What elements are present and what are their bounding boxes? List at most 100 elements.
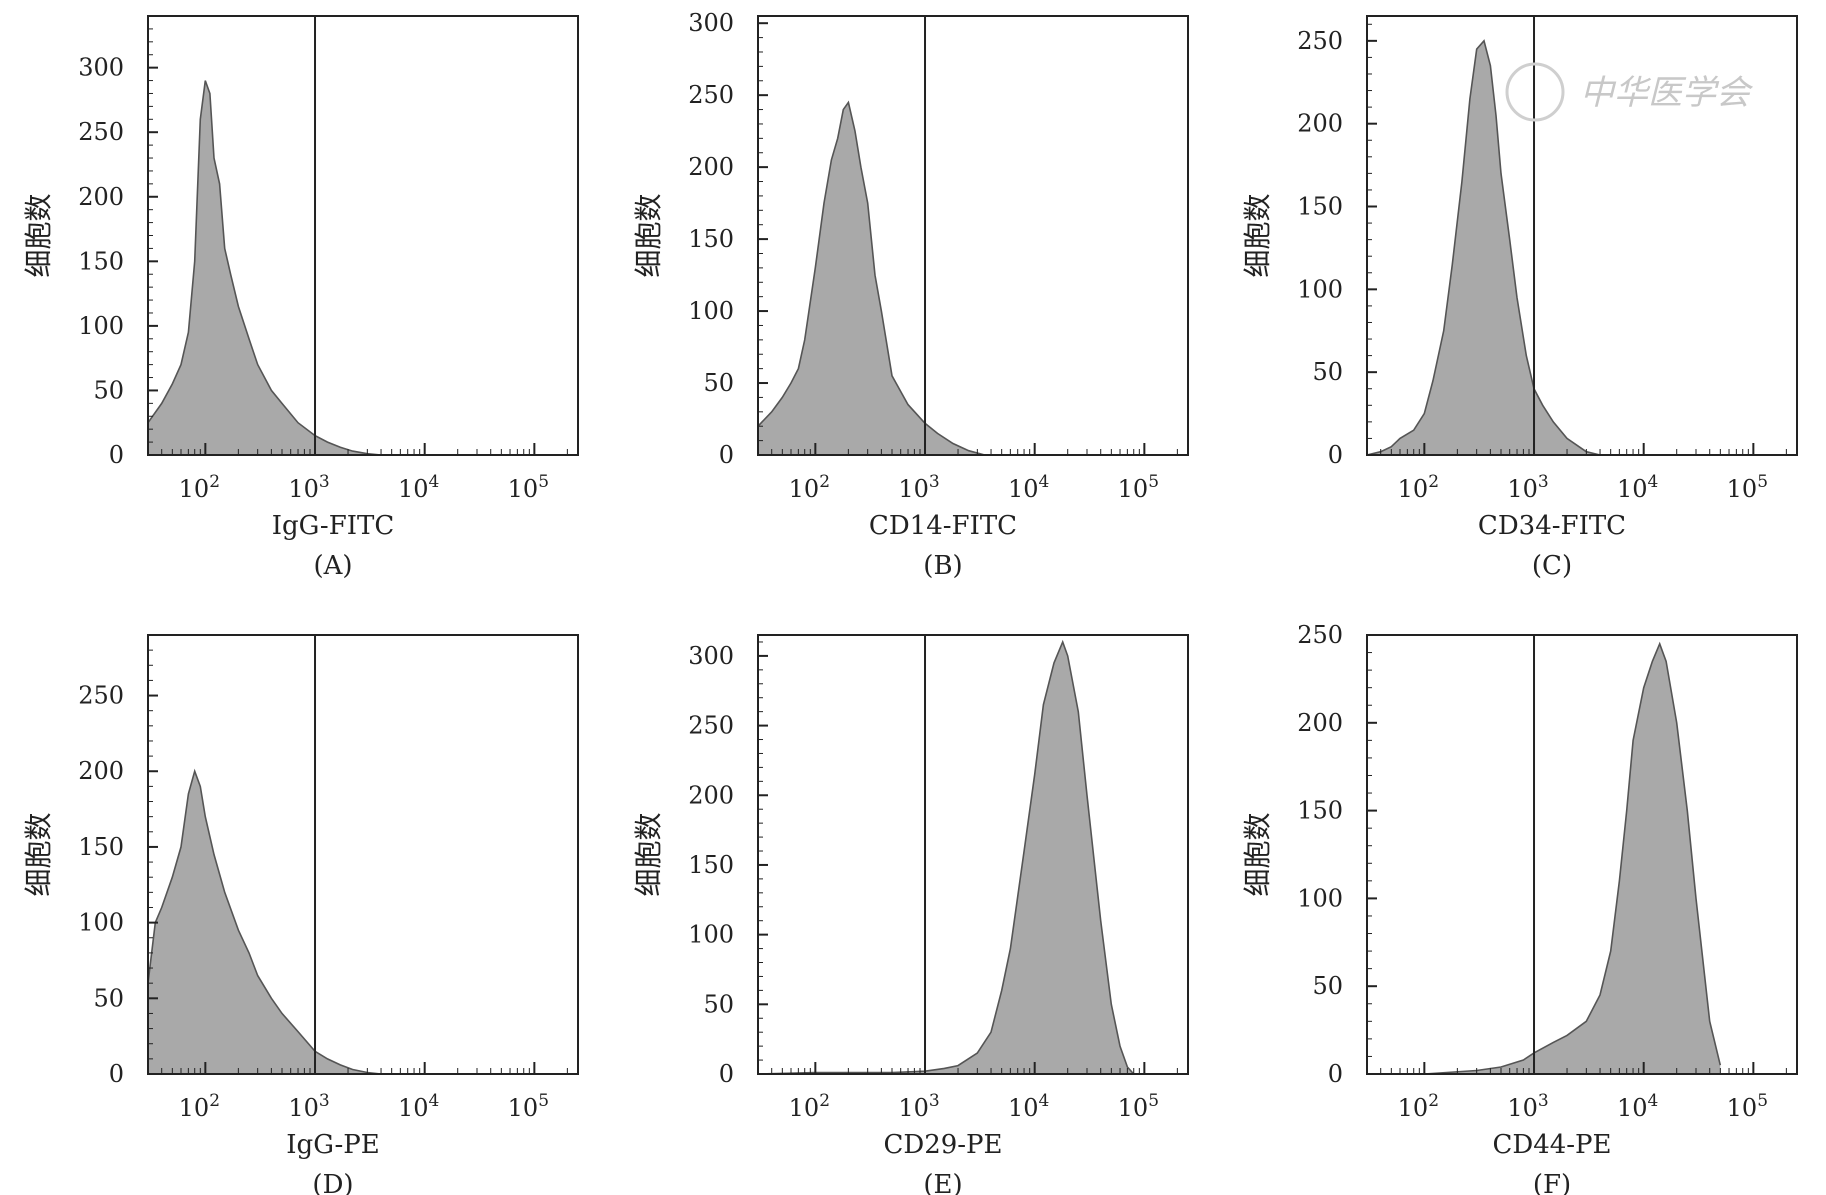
y-axis-label: 细胞数 (632, 812, 665, 896)
x-axis-label: CD44-PE (1492, 1130, 1611, 1160)
y-tick-label: 250 (688, 712, 734, 740)
histogram-outline (757, 639, 1135, 1075)
x-tick-label: 104 (1008, 472, 1049, 503)
plot-frame (1366, 634, 1798, 1075)
watermark-logo: 中华医学会 (1505, 62, 1754, 122)
x-axis-label: CD29-PE (883, 1130, 1002, 1160)
x-tick-label: 102 (179, 1091, 220, 1122)
y-axis-label: 细胞数 (632, 193, 665, 277)
x-axis-label: IgG-PE (286, 1130, 379, 1160)
x-tick-label: 103 (898, 472, 939, 503)
y-tick-label: 100 (688, 921, 734, 949)
y-tick-label: 150 (1297, 193, 1343, 221)
y-tick-label: 0 (1328, 441, 1343, 469)
x-tick-label: 104 (1008, 1091, 1049, 1122)
x-tick-label: 102 (179, 472, 220, 503)
histogram-outline (1367, 641, 1722, 1075)
plot-frame (757, 634, 1189, 1075)
y-tick-label: 100 (78, 909, 124, 937)
histogram-area (148, 771, 381, 1074)
plot-frame (147, 634, 579, 1075)
x-tick-label: 104 (1617, 1091, 1658, 1122)
y-tick-label: 100 (1297, 275, 1343, 303)
x-tick-label: 105 (1118, 472, 1159, 503)
x-tick-label: 103 (288, 472, 329, 503)
x-tick-label: 105 (508, 1091, 549, 1122)
chart-panel-a: 0 50 100 150 200 250 300 102 103 104 105 IgG-FITC 细胞… (22, 15, 579, 581)
x-tick-label: 102 (1398, 1091, 1439, 1122)
y-tick-label: 150 (688, 851, 734, 879)
y-tick-label: 50 (93, 984, 124, 1012)
y-tick-label: 200 (1297, 709, 1343, 737)
x-tick-label: 102 (789, 472, 830, 503)
histogram-outline (147, 80, 382, 456)
y-tick-label: 150 (1297, 797, 1343, 825)
y-tick-label: 150 (78, 247, 124, 275)
chart-panel-b: 0 50 100 150 200 250 300 102 103 104 105 CD14-FITC 细… (632, 9, 1189, 581)
y-tick-label: 50 (703, 990, 734, 1018)
y-tick-label: 0 (1328, 1060, 1343, 1088)
x-tick-label: 102 (789, 1091, 830, 1122)
panel-label: (D) (312, 1170, 353, 1195)
y-tick-label: 200 (78, 183, 124, 211)
y-tick-label: 50 (703, 369, 734, 397)
histogram-outline (1366, 39, 1601, 456)
y-tick-label: 50 (93, 376, 124, 404)
y-axis-label: 细胞数 (22, 812, 55, 896)
y-tick-label: 100 (688, 297, 734, 325)
watermark-text: 中华医学会 (1580, 73, 1754, 113)
y-axis-label: 细胞数 (22, 193, 55, 277)
panel-label: (F) (1533, 1170, 1571, 1195)
y-tick-label: 50 (1312, 972, 1343, 1000)
y-tick-label: 150 (688, 225, 734, 253)
plot-frame (1366, 15, 1798, 456)
y-tick-label: 250 (78, 118, 124, 146)
x-tick-label: 105 (508, 472, 549, 503)
y-tick-label: 250 (1297, 27, 1343, 55)
y-tick-label: 100 (1297, 884, 1343, 912)
x-tick-label: 104 (398, 1091, 439, 1122)
chart-panel-e: 0 50 100 150 200 250 300 102 103 104 105 CD29-PE 细胞数… (632, 634, 1189, 1195)
y-tick-label: 100 (78, 312, 124, 340)
histogram-area (1367, 643, 1721, 1074)
y-tick-label: 200 (688, 781, 734, 809)
chart-panel-f: 0 50 100 150 200 250 102 103 104 105 CD44-PE 细胞数 (F) (1241, 621, 1798, 1195)
y-axis-label: 细胞数 (1241, 812, 1274, 896)
x-axis-label: IgG-FITC (272, 511, 395, 541)
x-tick-label: 105 (1118, 1091, 1159, 1122)
y-tick-label: 300 (688, 642, 734, 670)
panel-label: (B) (923, 551, 962, 581)
y-axis-label: 细胞数 (1241, 193, 1274, 277)
panel-label: (E) (923, 1170, 962, 1195)
y-tick-label: 250 (688, 81, 734, 109)
y-tick-label: 0 (109, 1060, 124, 1088)
histogram-area (148, 80, 381, 455)
y-tick-label: 200 (1297, 110, 1343, 138)
y-tick-label: 0 (719, 1060, 734, 1088)
chart-panel-c: 0 50 100 150 200 250 102 103 104 105 CD34-FITC 细胞数 (… (1241, 15, 1798, 581)
x-tick-label: 104 (1617, 472, 1658, 503)
x-tick-label: 105 (1727, 472, 1768, 503)
y-tick-label: 200 (688, 153, 734, 181)
panel-label: (A) (313, 551, 352, 581)
x-tick-label: 103 (288, 1091, 329, 1122)
histogram-area (758, 102, 985, 456)
y-tick-label: 200 (78, 757, 124, 785)
histogram-outline (147, 768, 382, 1075)
x-tick-label: 104 (398, 472, 439, 503)
histogram-area (758, 642, 1134, 1074)
x-axis-label: CD34-FITC (1478, 511, 1626, 541)
y-tick-label: 0 (109, 441, 124, 469)
x-axis-label: CD14-FITC (869, 511, 1017, 541)
y-tick-label: 300 (688, 9, 734, 37)
y-tick-label: 250 (78, 682, 124, 710)
y-tick-label: 50 (1312, 358, 1343, 386)
x-tick-label: 103 (1507, 472, 1548, 503)
panel-label: (C) (1532, 551, 1572, 581)
seal-icon (1505, 62, 1565, 122)
x-tick-label: 103 (898, 1091, 939, 1122)
chart-panel-d: 0 50 100 150 200 250 102 103 104 105 IgG-PE 细胞数 (D) (22, 634, 579, 1195)
y-tick-label: 150 (78, 833, 124, 861)
plot-frame (757, 15, 1189, 456)
